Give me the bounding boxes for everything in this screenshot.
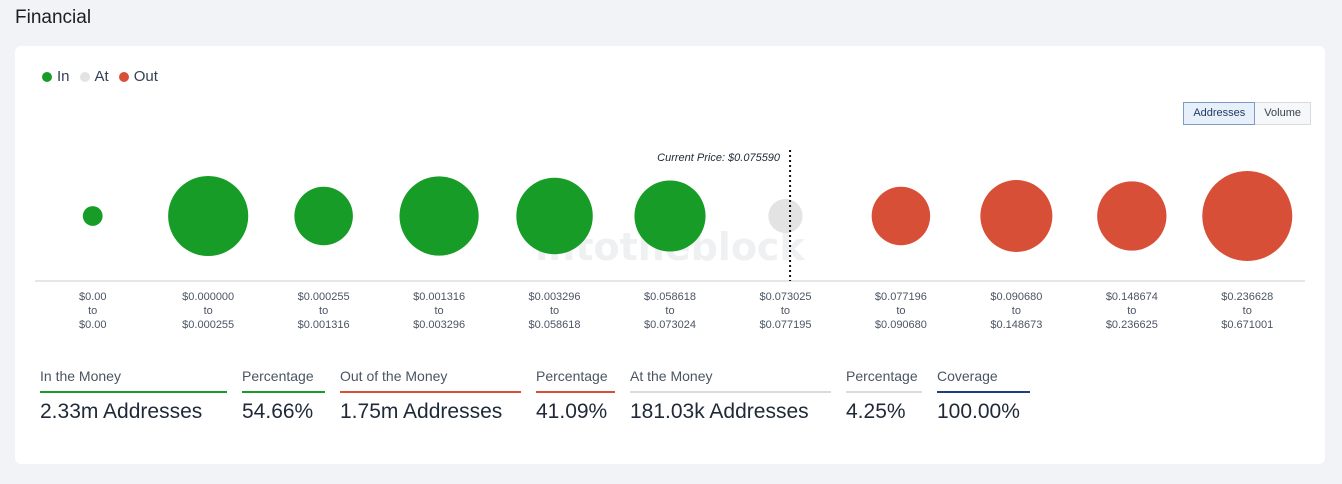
legend-item-out[interactable]: Out — [118, 68, 158, 85]
x-tick-label: to — [204, 305, 213, 317]
bubble-in — [634, 180, 706, 252]
x-tick-label: $0.148673 — [990, 319, 1042, 331]
x-tick-label: $0.073025 — [759, 291, 811, 303]
stat-value: 1.75m Addresses — [340, 400, 503, 423]
bubble-in — [516, 177, 593, 255]
x-tick-label: $0.236628 — [1221, 291, 1273, 303]
addresses-toggle-button[interactable]: Addresses — [1183, 102, 1256, 125]
x-tick-label: $0.003296 — [413, 319, 465, 331]
x-tick-label: to — [1012, 305, 1021, 317]
x-tick-label: $0.00 — [79, 319, 107, 331]
stat-label: In the Money — [40, 368, 227, 393]
stat-coverage: Coverage 100.00% — [937, 368, 1030, 424]
x-tick-label: $0.671001 — [1221, 319, 1273, 331]
bubble-out — [980, 180, 1053, 252]
x-tick-label: to — [434, 305, 443, 317]
x-tick-label: $0.003296 — [529, 291, 581, 303]
x-tick-label: to — [665, 305, 674, 317]
stat-value: 2.33m Addresses — [40, 400, 203, 423]
stat-label: Percentage — [536, 368, 615, 393]
x-tick-label: $0.000000 — [182, 291, 234, 303]
x-tick-label: $0.001316 — [413, 291, 465, 303]
x-tick-label: $0.000255 — [298, 291, 350, 303]
x-tick-label: $0.090680 — [875, 319, 927, 331]
legend-label-out: Out — [133, 68, 158, 85]
legend-item-at[interactable]: At — [79, 68, 109, 85]
page-title: Financial — [15, 7, 92, 28]
x-tick-label: $0.148674 — [1106, 291, 1158, 303]
bubble-out — [871, 186, 931, 246]
x-tick-label: $0.058618 — [529, 319, 581, 331]
legend-dot-out — [118, 71, 129, 82]
x-tick-label: to — [781, 305, 790, 317]
current-price-label: Current Price: $0.075590 — [657, 152, 781, 164]
volume-toggle-button[interactable]: Volume — [1255, 102, 1311, 125]
x-tick-label: $0.073024 — [644, 319, 696, 331]
x-tick-label: to — [1127, 305, 1136, 317]
bubble-in — [82, 206, 103, 226]
stat-value: 41.09% — [536, 400, 608, 423]
x-tick-label: $0.00 — [79, 291, 107, 303]
legend-dot-at — [79, 71, 90, 82]
x-tick-label: $0.077196 — [875, 291, 927, 303]
x-tick-label: $0.090680 — [990, 291, 1042, 303]
stat-in-the-money: In the Money 2.33m Addresses — [40, 368, 227, 424]
stat-out-percentage: Percentage 41.09% — [536, 368, 615, 424]
legend-dot-in — [42, 71, 52, 82]
stat-label: At the Money — [630, 368, 831, 393]
bubble-chart: intotheblock$0.00to$0.00$0.000000to$0.00… — [35, 150, 1305, 331]
bubble-in — [168, 175, 249, 257]
metric-toggle: Addresses Volume — [1183, 102, 1311, 125]
legend-label-in: In — [57, 68, 70, 85]
x-tick-label: $0.077195 — [759, 319, 811, 331]
stat-value: 4.25% — [846, 400, 906, 423]
bubble-out — [1097, 181, 1167, 251]
x-tick-label: to — [319, 305, 328, 317]
x-tick-label: $0.236625 — [1106, 319, 1158, 331]
stat-label: Out of the Money — [340, 368, 521, 393]
stat-label: Coverage — [937, 368, 1030, 393]
stat-out-of-the-money: Out of the Money 1.75m Addresses — [340, 368, 521, 424]
x-tick-label: $0.000255 — [182, 319, 234, 331]
bubble-at — [768, 198, 803, 234]
bubble-in — [294, 186, 353, 246]
x-tick-label: to — [896, 305, 905, 317]
stat-at-percentage: Percentage 4.25% — [846, 368, 922, 424]
stat-in-percentage: Percentage 54.66% — [242, 368, 325, 424]
x-tick-label: to — [88, 305, 97, 317]
legend-item-in[interactable]: In — [42, 68, 70, 85]
x-tick-label: to — [1243, 305, 1252, 317]
in-out-money-card: In At Out Addresses Volume intotheblock$… — [15, 46, 1325, 464]
stat-value: 181.03k Addresses — [630, 400, 809, 423]
x-tick-label: $0.001316 — [298, 319, 350, 331]
stat-label: Percentage — [846, 368, 922, 393]
stat-value: 54.66% — [242, 400, 314, 423]
bubble-out — [1202, 171, 1293, 261]
chart-legend: In At Out — [42, 68, 168, 85]
legend-label-at: At — [94, 68, 109, 85]
x-tick-label: to — [550, 305, 559, 317]
x-tick-label: $0.058618 — [644, 291, 696, 303]
bubble-in — [399, 176, 479, 256]
stat-label: Percentage — [242, 368, 325, 393]
stat-value: 100.00% — [937, 400, 1020, 423]
stat-at-the-money: At the Money 181.03k Addresses — [630, 368, 831, 424]
